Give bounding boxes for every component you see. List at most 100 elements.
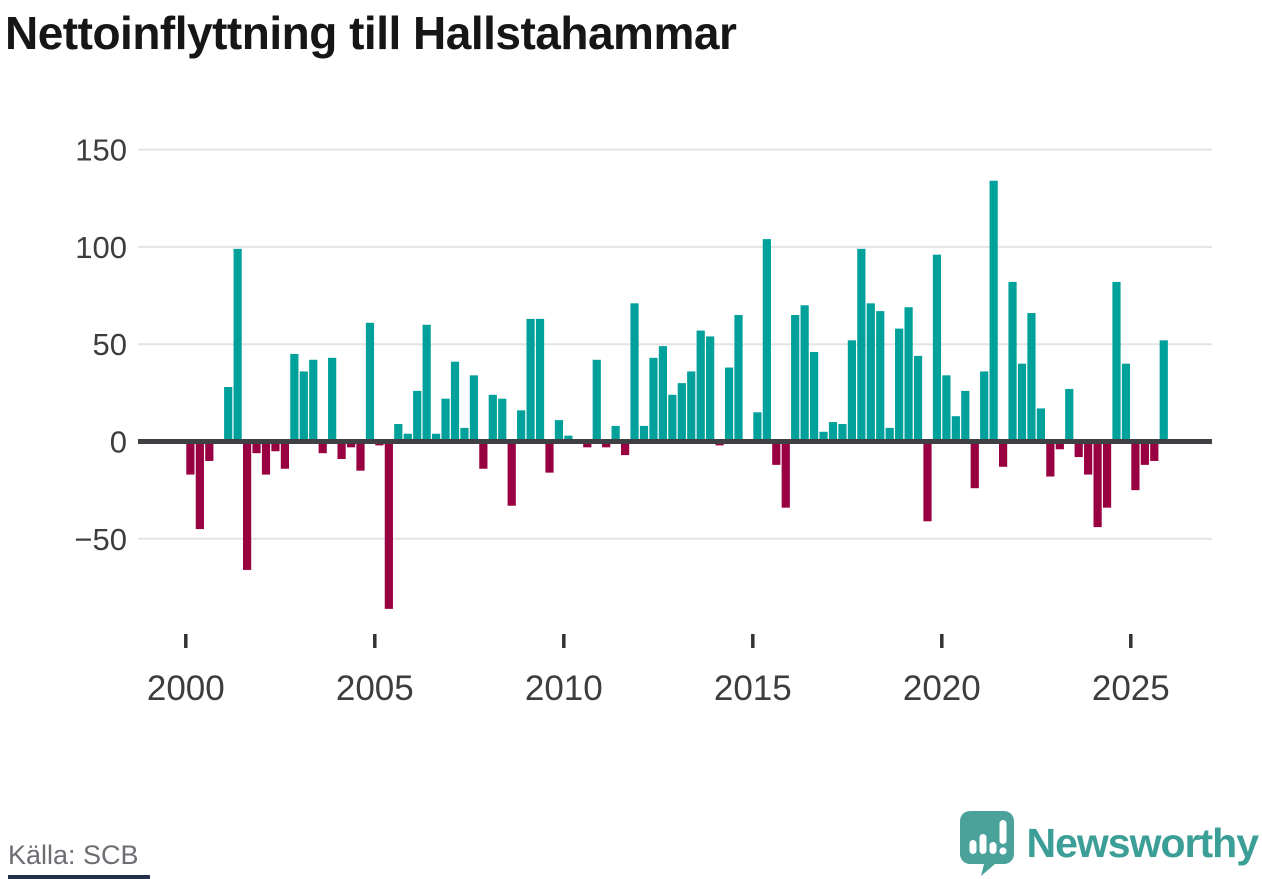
bar — [838, 423, 847, 442]
bar — [791, 315, 800, 442]
bar — [564, 435, 573, 442]
bar — [1046, 441, 1055, 477]
bar — [800, 305, 809, 442]
source-label: Källa: SCB — [8, 840, 139, 870]
bar — [1084, 441, 1093, 475]
x-axis-label: 2010 — [525, 669, 603, 708]
bar — [951, 416, 960, 442]
bar — [734, 315, 743, 442]
logo-bar-1 — [969, 839, 976, 854]
bar — [403, 433, 412, 442]
bar — [299, 371, 308, 442]
bar — [460, 427, 469, 442]
bar — [639, 425, 649, 442]
bar — [365, 322, 375, 442]
bar — [857, 248, 866, 442]
bar — [186, 441, 195, 475]
bar — [290, 353, 299, 442]
logo-bar-2 — [979, 833, 986, 854]
bar — [1055, 441, 1064, 450]
bar — [696, 330, 705, 442]
y-axis-label: 50 — [93, 327, 127, 362]
bar — [554, 420, 564, 442]
bar — [517, 410, 526, 442]
bar — [1027, 313, 1036, 442]
bar — [1065, 388, 1074, 442]
bar — [526, 318, 535, 442]
bar — [630, 303, 639, 442]
bar — [781, 441, 790, 508]
bar — [942, 375, 951, 442]
bar — [932, 254, 942, 442]
bottom-accent-strip — [8, 875, 150, 879]
bar — [318, 441, 327, 454]
bar — [592, 359, 601, 442]
bar — [422, 324, 431, 442]
bar — [1017, 363, 1027, 442]
x-axis-label: 2005 — [336, 669, 414, 708]
x-axis-label: 2020 — [903, 669, 981, 708]
bar — [356, 441, 365, 471]
bar — [668, 394, 677, 442]
bar — [1150, 441, 1159, 461]
bar — [346, 441, 356, 448]
x-axis-label: 2025 — [1092, 669, 1170, 708]
bar — [1008, 281, 1017, 442]
bar — [866, 303, 875, 442]
bar — [337, 441, 346, 460]
logo-exclamation-bar — [999, 819, 1006, 844]
bar — [876, 311, 885, 442]
bar — [252, 441, 261, 454]
bar — [205, 441, 214, 461]
bar — [1074, 441, 1083, 458]
bar — [1131, 441, 1140, 491]
bar-chart: 150 100 50 0 −50 2000 2005 2010 2015 2020 2025 — [74, 133, 1212, 708]
bar — [224, 387, 233, 442]
bar — [545, 441, 554, 473]
brand-name: Newsworthy — [1026, 819, 1259, 866]
bar — [828, 422, 838, 442]
bar — [706, 336, 715, 442]
bar — [328, 357, 337, 442]
y-axis-label: 150 — [75, 133, 127, 168]
bar — [895, 328, 904, 442]
bar — [819, 431, 828, 442]
bar — [1093, 441, 1102, 528]
bar — [970, 441, 979, 489]
bar — [432, 433, 441, 442]
bar — [913, 355, 923, 442]
bar — [280, 441, 289, 469]
bar — [271, 441, 280, 452]
bar — [243, 441, 252, 570]
y-axis-label: −50 — [74, 522, 127, 557]
bar — [507, 441, 516, 506]
bar — [658, 346, 667, 442]
bar — [602, 441, 611, 448]
bar — [621, 441, 630, 456]
bar — [195, 441, 204, 530]
x-axis-label: 2015 — [714, 669, 792, 708]
bar — [384, 441, 393, 609]
bar — [441, 398, 450, 442]
bar — [677, 383, 686, 442]
bar — [649, 357, 658, 442]
bar — [989, 180, 998, 442]
bar — [980, 371, 989, 442]
bar — [1102, 441, 1112, 508]
bar — [413, 390, 422, 442]
bar — [847, 340, 856, 442]
bar — [999, 441, 1008, 467]
bar — [488, 394, 497, 442]
bar — [762, 239, 771, 442]
bar — [611, 425, 620, 442]
bar — [904, 307, 913, 442]
bar — [479, 441, 488, 469]
bar — [1140, 441, 1149, 465]
bar — [583, 441, 592, 448]
bar — [923, 441, 932, 522]
bar — [885, 427, 894, 442]
bar — [1121, 363, 1131, 442]
bar — [687, 371, 696, 442]
bar — [498, 398, 507, 442]
